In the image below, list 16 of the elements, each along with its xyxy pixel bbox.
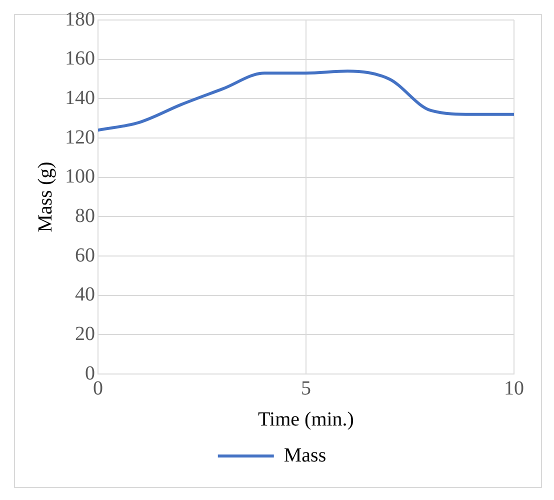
y-tick-label: 80: [75, 204, 95, 227]
y-tick-label: 160: [65, 48, 95, 70]
y-tick-label: 20: [75, 322, 95, 345]
y-axis-title: Mass (g): [34, 162, 56, 232]
line-series: [98, 70, 514, 132]
y-tick-label: 60: [75, 244, 95, 266]
y-tick-label: 180: [65, 8, 95, 30]
y-tick-label: 140: [65, 86, 95, 109]
y-tick-label: 100: [65, 166, 95, 188]
y-tick-label: 120: [65, 126, 95, 148]
legend-label: Mass: [284, 444, 326, 466]
x-tick-label: 10: [504, 377, 524, 400]
y-tick-label: 40: [75, 284, 95, 306]
x-axis-title: Time (min.): [258, 408, 354, 430]
x-tick-label: 5: [301, 377, 311, 400]
y-tick-label: 0: [85, 362, 95, 384]
